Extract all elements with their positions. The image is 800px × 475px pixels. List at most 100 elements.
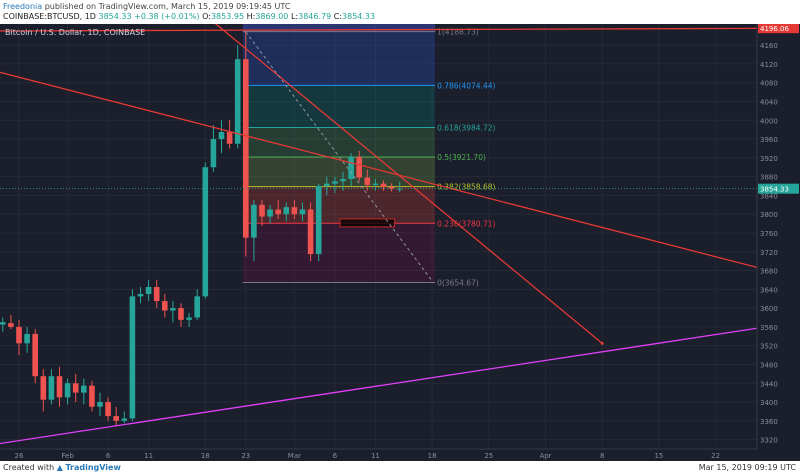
candle (275, 200, 281, 219)
candle (380, 180, 387, 191)
candle-body (56, 376, 63, 398)
x-tick-label: 26 (15, 452, 24, 460)
footer: Created with ▲ TradingView Mar 15, 2019 … (0, 461, 800, 475)
x-tick-label: 6 (106, 452, 111, 460)
candle-body (170, 308, 176, 311)
candle (178, 303, 184, 327)
x-tick-label: 18 (201, 452, 210, 460)
candle (105, 397, 111, 421)
red-trendline-1 (0, 27, 757, 32)
candle (56, 366, 63, 407)
close-label: C: (333, 12, 343, 21)
dashed-projection (245, 31, 433, 282)
candle (291, 200, 298, 219)
fib-zone (242, 127, 436, 158)
last-price: 3854.33 (98, 12, 132, 21)
y-tick-label: 3400 (760, 399, 778, 407)
y-tick-label: 3840 (760, 192, 778, 200)
candle (332, 176, 338, 194)
candle-body (259, 204, 265, 217)
candle (16, 319, 22, 356)
candle-body (380, 183, 387, 187)
candle-body (226, 132, 233, 144)
price-chart[interactable]: 1(4188.73) 0.786(4074.44) 0.618(3984.72) 0.… (0, 24, 800, 461)
candle-body (340, 178, 346, 182)
candle-body (372, 183, 379, 186)
candle-body (210, 139, 217, 168)
candle (0, 317, 6, 332)
high-label: H: (246, 12, 256, 21)
candle (340, 171, 346, 191)
y-tick-label: 4120 (760, 61, 778, 69)
x-tick-label: Mar (288, 452, 301, 460)
candle-body (299, 209, 306, 215)
candle-body (129, 296, 136, 419)
level-badge: 4196.06 (760, 25, 789, 33)
y-tick-label: 3360 (760, 418, 778, 426)
candle (364, 169, 371, 191)
candle (81, 378, 87, 405)
x-tick-label: 23 (241, 452, 250, 460)
red-trendline-3 (214, 24, 603, 344)
candle-body (243, 59, 249, 238)
candle (396, 181, 403, 193)
candle (251, 200, 257, 262)
y-tick-label: 3520 (760, 343, 778, 351)
low-value: 3846.79 (298, 12, 332, 21)
candle-body (81, 385, 87, 393)
candle (162, 294, 168, 318)
fib-level-label: 0(3654.67) (437, 278, 479, 287)
y-tick-label: 3720 (760, 249, 778, 257)
candle-body (356, 156, 362, 178)
candle-body (48, 376, 55, 400)
candle (121, 411, 128, 424)
candle-body (324, 183, 330, 187)
candle-body (291, 207, 298, 215)
fib-level-label: 0.382(3858.68) (437, 183, 495, 192)
candle-body (16, 326, 22, 344)
candle-body (137, 294, 144, 297)
fib-zone-top (242, 24, 436, 32)
footer-timestamp: Mar 15, 2019 09:19 UTC (698, 463, 796, 472)
candle (48, 369, 55, 405)
x-tick-label: 25 (484, 452, 493, 460)
fib-zone (242, 223, 436, 283)
candle (243, 31, 249, 257)
candle (153, 279, 160, 309)
header: Freedonia published on TradingView.com, … (0, 0, 800, 24)
candle (32, 329, 38, 384)
candle-body (72, 383, 79, 393)
x-tick-label: 15 (654, 452, 663, 460)
candle-body (234, 59, 241, 144)
fib-zone (242, 157, 436, 187)
y-tick-label: 4160 (760, 42, 778, 50)
trendline-anchor (600, 341, 604, 345)
fib-level-label: 0.5(3921.70) (437, 153, 486, 162)
price-change: +0.38 (+0.01%) (134, 12, 200, 21)
footer-credit: Created with ▲ TradingView (3, 463, 121, 472)
x-tick-label: Apr (539, 452, 551, 460)
author-link[interactable]: Freedonia (3, 2, 43, 11)
x-tick-label: 8 (600, 452, 604, 460)
chart-area[interactable]: 1(4188.73) 0.786(4074.44) 0.618(3984.72) 0.… (0, 24, 800, 461)
x-tick-label: 18 (428, 452, 437, 460)
close-value: 3854.33 (342, 12, 376, 21)
candle-body (113, 416, 119, 421)
candle-body (348, 156, 354, 179)
candle (234, 45, 241, 149)
tradingview-logo-text[interactable]: TradingView (65, 463, 121, 472)
y-tick-label: 3800 (760, 211, 778, 219)
candle-body (194, 296, 200, 318)
tradingview-logo-icon: ▲ (56, 463, 63, 472)
candle-body (218, 132, 225, 140)
candle (64, 378, 71, 405)
candle-body (307, 209, 314, 255)
y-tick-label: 3920 (760, 155, 778, 163)
x-tick-label: 6 (333, 452, 338, 460)
high-value: 3869.00 (255, 12, 289, 21)
y-tick-label: 4000 (760, 117, 778, 125)
y-tick-label: 3480 (760, 361, 778, 369)
published-text: published on TradingView.com, March 15, … (44, 2, 291, 11)
candle (348, 153, 354, 187)
fib-zone (242, 85, 436, 128)
